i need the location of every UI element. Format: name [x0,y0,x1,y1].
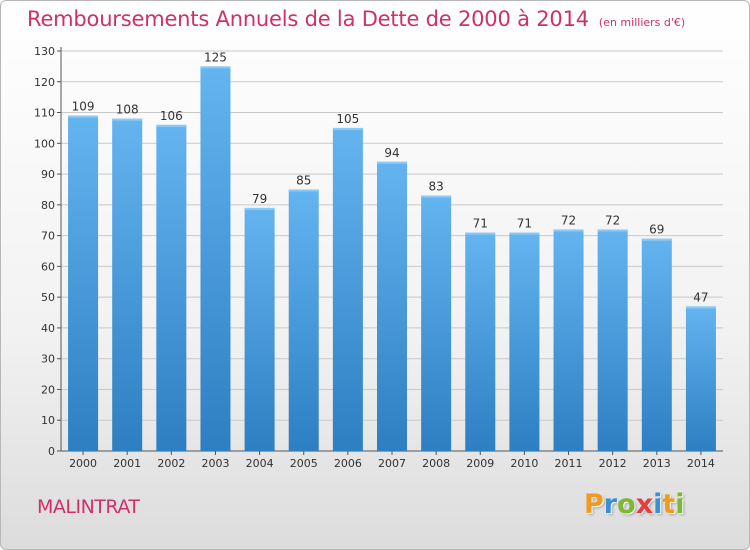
y-tick-label-130: 130 [34,45,55,58]
bar-2009 [465,232,496,451]
y-tick-label-50: 50 [41,291,55,304]
bar-top-edge-2004 [244,207,275,210]
bar-top-edge-2010 [509,232,540,235]
x-tick-label-2003: 2003 [201,457,229,470]
bar-2013 [641,238,672,451]
x-tick-label-2008: 2008 [422,457,450,470]
y-tick-label-110: 110 [34,107,55,120]
bar-top-edge-2006 [332,127,363,130]
y-tick-label-120: 120 [34,76,55,89]
data-label-2007: 94 [384,146,399,160]
label-layer: 109 108 106 125 79 85 105 94 83 71 71 72 72 69 47 [72,50,709,304]
data-label-2001: 108 [116,103,139,117]
x-tick-label-2005: 2005 [290,457,318,470]
data-label-2011: 72 [561,213,576,227]
bar-top-edge-2000 [68,115,99,118]
bar-2010 [509,232,540,451]
y-tick-label-90: 90 [41,168,55,181]
y-tick-label-40: 40 [41,322,55,335]
y-tick-label-0: 0 [48,445,55,458]
y-tick-label-60: 60 [41,260,55,273]
x-tick-label-2004: 2004 [246,457,274,470]
bar-top-edge-2011 [553,229,584,232]
logo-letter-1: r [603,489,618,520]
bar-top-edge-2007 [376,161,408,164]
data-label-2002: 106 [160,109,183,123]
bar-2002 [156,124,187,451]
x-tick-label-2013: 2013 [643,457,671,470]
bar-2012 [597,229,628,451]
y-tick-label-70: 70 [41,230,55,243]
logo-letter-6: i [675,489,685,520]
bar-top-edge-2003 [200,66,231,69]
bar-top-edge-2002 [156,124,187,127]
data-label-2009: 71 [473,217,488,231]
bar-top-edge-2008 [421,195,452,198]
logo-letter-0: P [584,489,604,520]
data-label-2012: 72 [605,213,620,227]
bar-2001 [112,118,143,451]
bar-top-edge-2005 [288,189,319,192]
bar-2000 [68,115,99,451]
bar-2004 [244,207,275,451]
x-tick-label-2001: 2001 [113,457,141,470]
logo-letter-5: t [662,489,676,520]
bar-2007 [376,161,408,451]
bar-2005 [288,189,319,451]
logo-letter-4: i [653,489,663,520]
bar-top-edge-2009 [465,232,496,235]
x-tick-label-2009: 2009 [466,457,494,470]
chart-title-text: Remboursements Annuels de la Dette de 20… [27,7,589,31]
y-tick-label-100: 100 [34,137,55,150]
bar-layer [68,66,716,451]
data-label-2010: 71 [517,217,532,231]
y-tick-label-30: 30 [41,353,55,366]
logo-letter-2: o [617,489,636,520]
bar-top-edge-2001 [112,118,143,121]
bar-2006 [332,127,363,451]
x-tick-label-2007: 2007 [378,457,406,470]
y-tick-label-10: 10 [41,414,55,427]
x-tick-label-2000: 2000 [69,457,97,470]
x-tick-label-2002: 2002 [157,457,185,470]
chart-unit-text: (en milliers d'€) [598,16,686,29]
bar-2011 [553,229,584,451]
data-label-2000: 109 [72,100,95,114]
data-label-2006: 105 [336,112,359,126]
bar-2014 [685,306,716,451]
data-label-2004: 79 [252,192,267,206]
data-label-2008: 83 [428,180,443,194]
x-tick-label-2011: 2011 [555,457,583,470]
y-tick-label-80: 80 [41,199,55,212]
data-label-2003: 125 [204,50,227,64]
bar-top-edge-2012 [597,229,628,232]
bar-2008 [421,195,452,451]
bar-top-edge-2013 [641,238,672,241]
x-tick-label-2010: 2010 [510,457,538,470]
chart-title: Remboursements Annuels de la Dette de 20… [27,7,685,31]
proxiti-logo[interactable]: Proxiti [584,489,685,520]
logo-letter-3: x [635,489,654,520]
bar-top-edge-2014 [685,306,716,309]
data-label-2013: 69 [649,223,664,237]
y-tick-label-20: 20 [41,383,55,396]
bar-2003 [200,66,231,451]
x-tick-label-2012: 2012 [599,457,627,470]
commune-name: MALINTRAT [37,496,140,518]
x-tick-label-2014: 2014 [687,457,715,470]
x-tick-label-2006: 2006 [334,457,362,470]
data-label-2014: 47 [693,290,708,304]
data-label-2005: 85 [296,173,311,187]
